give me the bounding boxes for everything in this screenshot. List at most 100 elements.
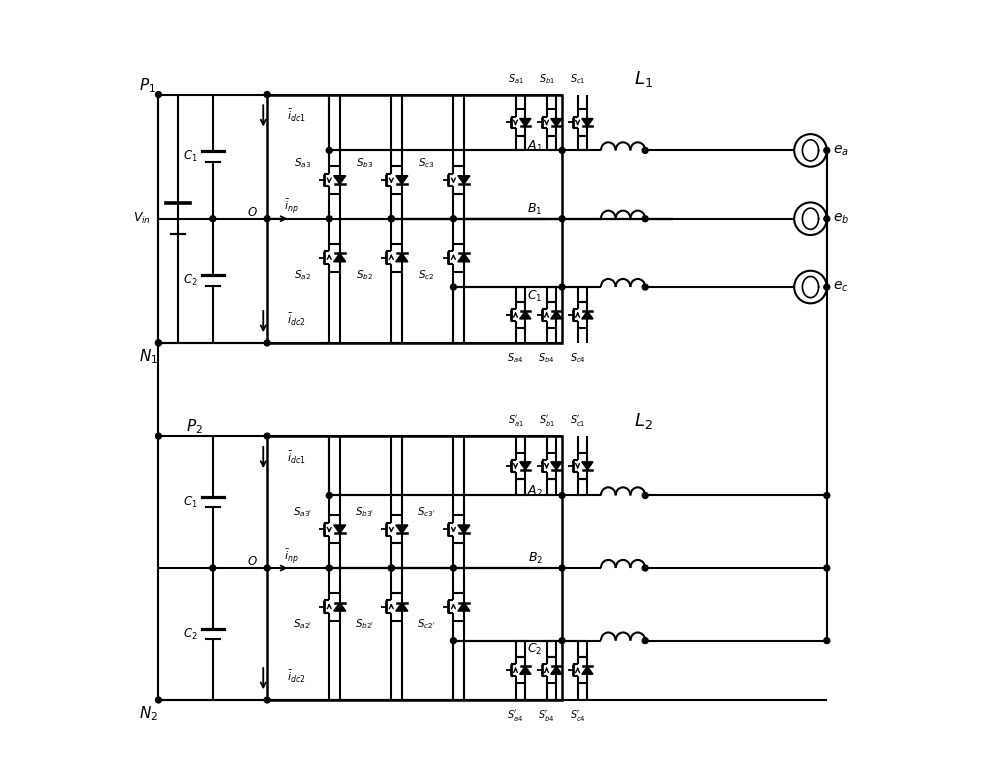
- Text: $\bar{i}_{dc2}$: $\bar{i}_{dc2}$: [287, 668, 305, 685]
- Text: $\bar{i}_{dc1}$: $\bar{i}_{dc1}$: [287, 449, 305, 466]
- Text: $S_{a1}$: $S_{a1}$: [508, 72, 524, 86]
- Circle shape: [450, 216, 456, 222]
- Text: $e_c$: $e_c$: [833, 280, 849, 294]
- Polygon shape: [396, 525, 408, 534]
- Circle shape: [824, 147, 830, 153]
- Polygon shape: [334, 176, 346, 184]
- Polygon shape: [582, 311, 593, 319]
- Circle shape: [642, 284, 648, 290]
- Polygon shape: [520, 462, 531, 470]
- Text: $P_2$: $P_2$: [186, 418, 202, 436]
- Circle shape: [824, 216, 830, 222]
- Text: $S_{b2'}$: $S_{b2'}$: [355, 617, 374, 631]
- Text: $A_2$: $A_2$: [527, 484, 543, 499]
- Text: $\bar{i}_{dc2}$: $\bar{i}_{dc2}$: [287, 312, 305, 328]
- Polygon shape: [551, 118, 562, 126]
- Circle shape: [264, 92, 270, 97]
- Polygon shape: [458, 603, 470, 611]
- Text: $C_2$: $C_2$: [527, 643, 543, 657]
- Polygon shape: [458, 253, 470, 262]
- Polygon shape: [334, 525, 346, 534]
- Polygon shape: [520, 311, 531, 319]
- Text: $N_2$: $N_2$: [139, 705, 158, 724]
- Circle shape: [559, 216, 565, 222]
- Text: $S_{a1}'$: $S_{a1}'$: [508, 413, 524, 428]
- Circle shape: [156, 340, 161, 346]
- Text: $C_1$: $C_1$: [183, 149, 197, 164]
- Circle shape: [559, 565, 565, 571]
- Polygon shape: [396, 603, 408, 611]
- Text: $S_{a3'}$: $S_{a3'}$: [293, 506, 312, 519]
- Text: $A_1$: $A_1$: [527, 139, 543, 154]
- Circle shape: [824, 565, 830, 571]
- Text: $S_{c2}$: $S_{c2}$: [418, 268, 434, 281]
- Text: $V_{in}$: $V_{in}$: [133, 211, 151, 226]
- Circle shape: [559, 284, 565, 290]
- Text: $N_1$: $N_1$: [139, 347, 158, 366]
- Circle shape: [388, 216, 394, 222]
- Circle shape: [642, 216, 648, 222]
- Polygon shape: [334, 253, 346, 262]
- Text: $e_a$: $e_a$: [833, 143, 849, 157]
- Polygon shape: [551, 666, 562, 675]
- Polygon shape: [396, 176, 408, 184]
- Circle shape: [326, 147, 332, 153]
- Text: $S_{c3}$: $S_{c3}$: [418, 156, 435, 170]
- Circle shape: [388, 565, 394, 571]
- Circle shape: [326, 216, 332, 222]
- Circle shape: [642, 638, 648, 643]
- Circle shape: [450, 565, 456, 571]
- Text: $\bar{i}_{np}$: $\bar{i}_{np}$: [284, 547, 299, 566]
- Text: $S_{b1}'$: $S_{b1}'$: [539, 413, 555, 428]
- Text: $S_{b3'}$: $S_{b3'}$: [355, 506, 374, 519]
- Circle shape: [156, 433, 161, 439]
- Circle shape: [326, 492, 332, 499]
- Circle shape: [156, 340, 161, 346]
- Circle shape: [264, 340, 270, 346]
- Circle shape: [559, 492, 565, 499]
- Text: $S_{c1}$: $S_{c1}$: [570, 72, 585, 86]
- Polygon shape: [520, 666, 531, 675]
- Text: $S_{a2}$: $S_{a2}$: [294, 268, 311, 281]
- Circle shape: [824, 638, 830, 643]
- Polygon shape: [582, 462, 593, 470]
- Polygon shape: [582, 118, 593, 126]
- Circle shape: [559, 638, 565, 643]
- Circle shape: [156, 697, 161, 703]
- Polygon shape: [520, 118, 531, 126]
- Polygon shape: [458, 176, 470, 184]
- Circle shape: [210, 216, 216, 222]
- Text: $S_{b1}$: $S_{b1}$: [539, 72, 555, 86]
- Text: $S_{a4}'$: $S_{a4}'$: [507, 708, 524, 723]
- Circle shape: [450, 284, 456, 290]
- Text: $S_{c3'}$: $S_{c3'}$: [417, 506, 436, 519]
- Text: $C_1$: $C_1$: [183, 495, 197, 509]
- Text: $C_2$: $C_2$: [183, 626, 197, 642]
- Circle shape: [210, 565, 216, 571]
- Text: $S_{b3}$: $S_{b3}$: [356, 156, 373, 170]
- Text: $S_{a2'}$: $S_{a2'}$: [293, 617, 312, 631]
- Text: $S_{c2'}$: $S_{c2'}$: [417, 617, 436, 631]
- Text: $B_1$: $B_1$: [527, 202, 543, 217]
- Circle shape: [264, 433, 270, 439]
- Text: $S_{c1}'$: $S_{c1}'$: [570, 413, 585, 428]
- Circle shape: [388, 565, 394, 571]
- Polygon shape: [551, 311, 562, 319]
- Text: $S_{c4}$: $S_{c4}$: [570, 351, 586, 365]
- Text: $L_2$: $L_2$: [634, 411, 653, 431]
- Text: $e_b$: $e_b$: [833, 212, 849, 226]
- Circle shape: [642, 492, 648, 499]
- Text: $O$: $O$: [247, 555, 258, 569]
- Text: $S_{b4}$: $S_{b4}$: [538, 351, 555, 365]
- Polygon shape: [334, 603, 346, 611]
- Text: $C_2$: $C_2$: [183, 273, 197, 288]
- Circle shape: [824, 492, 830, 499]
- Circle shape: [559, 147, 565, 153]
- Polygon shape: [551, 462, 562, 470]
- Text: $O$: $O$: [247, 206, 258, 219]
- Text: $P_1$: $P_1$: [139, 76, 156, 94]
- Circle shape: [156, 92, 161, 97]
- Circle shape: [326, 565, 332, 571]
- Text: $C_1$: $C_1$: [527, 289, 543, 304]
- Text: $S_{c4}'$: $S_{c4}'$: [570, 708, 586, 723]
